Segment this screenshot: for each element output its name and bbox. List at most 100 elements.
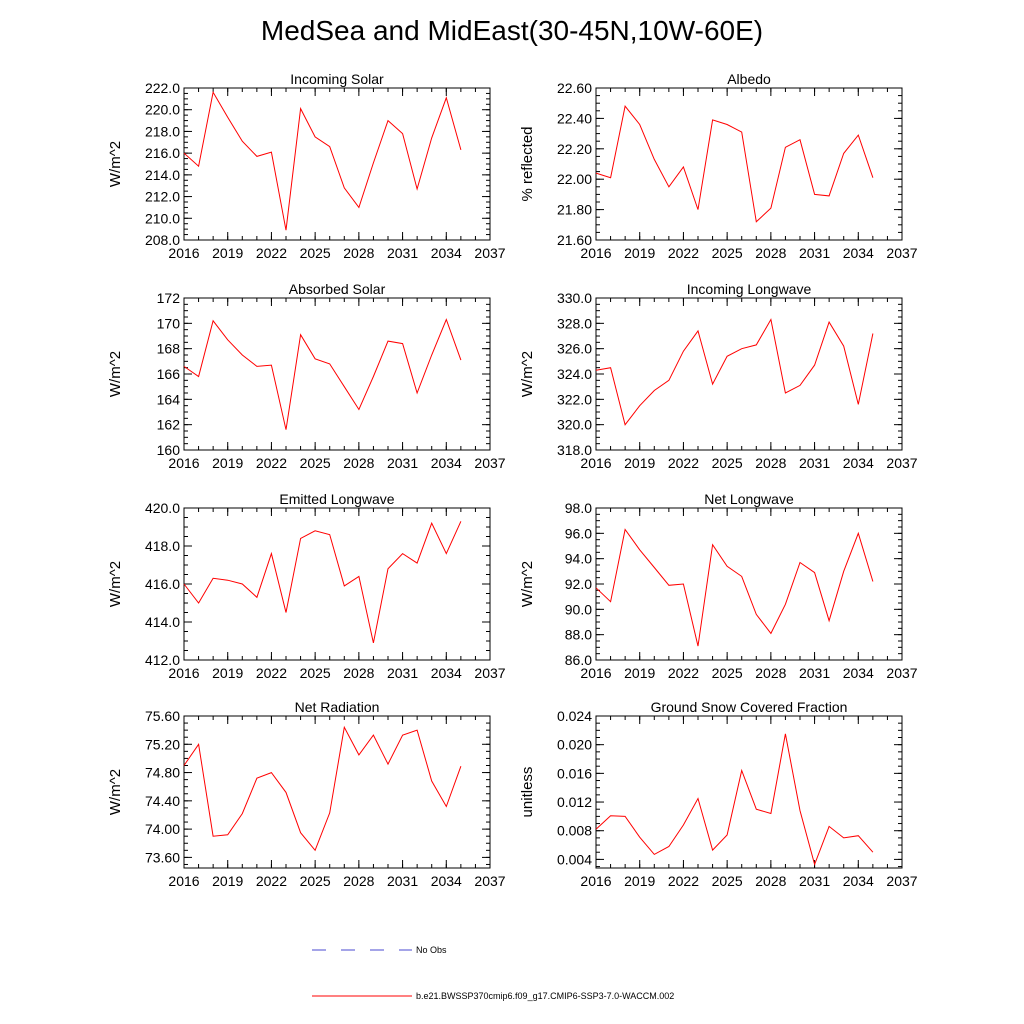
x-tick-label: 2034 [843, 665, 874, 681]
x-tick-label: 2028 [343, 455, 374, 471]
series-line [183, 725, 462, 852]
figure-title: MedSea and MidEast(30-45N,10W-60E) [261, 15, 763, 46]
y-tick-label: 168 [157, 341, 181, 357]
plot-frame [595, 87, 903, 241]
chart-panel-incoming-solar: Incoming Solar 2016 2019 2022 2025 2028 2031 20… [107, 71, 506, 261]
y-tick-label: 74.40 [145, 793, 180, 809]
y-tick-label: 21.60 [557, 232, 592, 248]
x-tick-label: 2019 [624, 873, 655, 889]
x-tick-label: 2031 [799, 873, 830, 889]
y-tick-label: 222.0 [145, 80, 180, 96]
x-tick-label: 2022 [668, 245, 699, 261]
panel-title: Emitted Longwave [279, 491, 394, 507]
x-tick-label: 2025 [712, 665, 743, 681]
y-axis-label: W/m^2 [107, 561, 124, 607]
y-tick-label: 22.00 [557, 171, 592, 187]
plot-frame [183, 507, 491, 661]
y-axis-label: W/m^2 [519, 561, 536, 607]
x-tick-label: 2037 [474, 455, 505, 471]
y-tick-label: 88.0 [565, 627, 592, 643]
y-axis-label: W/m^2 [107, 769, 124, 815]
x-tick-label: 2031 [799, 245, 830, 261]
y-tick-label: 86.0 [565, 652, 592, 668]
y-tick-label: 330.0 [557, 290, 592, 306]
x-tick-label: 2019 [624, 245, 655, 261]
x-tick-label: 2025 [300, 455, 331, 471]
x-tick-label: 2019 [212, 873, 243, 889]
x-tick-label: 2025 [300, 665, 331, 681]
y-tick-label: 216.0 [145, 145, 180, 161]
chart-panel-albedo: Albedo 2016 2019 2022 2025 2028 2031 2034 2037 21… [519, 71, 918, 261]
y-tick-label: 75.20 [145, 736, 180, 752]
panel-title: Albedo [727, 71, 771, 87]
x-tick-label: 2025 [712, 245, 743, 261]
y-tick-label: 90.0 [565, 601, 592, 617]
y-tick-label: 210.0 [145, 210, 180, 226]
x-tick-label: 2037 [474, 873, 505, 889]
y-tick-label: 418.0 [145, 538, 180, 554]
panel-title: Incoming Longwave [687, 281, 812, 297]
x-tick-label: 2016 [168, 455, 199, 471]
x-tick-label: 2016 [168, 245, 199, 261]
x-tick-label: 2016 [580, 245, 611, 261]
y-tick-label: 322.0 [557, 391, 592, 407]
x-tick-label: 2022 [668, 665, 699, 681]
plot-frame [183, 87, 491, 241]
legend-model-label: b.e21.BWSSP370cmip6.f09_g17.CMIP6-SSP3-7… [416, 991, 674, 1001]
y-tick-label: 172 [157, 290, 181, 306]
x-tick-label: 2016 [580, 873, 611, 889]
panel-title: Net Longwave [704, 491, 794, 507]
series-line [183, 521, 462, 644]
series-line [595, 528, 874, 647]
y-tick-label: 420.0 [145, 500, 180, 516]
legend-obs-label: No Obs [416, 945, 447, 955]
y-tick-label: 414.0 [145, 614, 180, 630]
y-tick-label: 73.60 [145, 849, 180, 865]
x-tick-label: 2037 [886, 873, 917, 889]
x-tick-label: 2019 [624, 665, 655, 681]
y-tick-label: 22.40 [557, 110, 592, 126]
chart-panel-absorbed-solar: Absorbed Solar 2016 2019 2022 2025 2028 2031 20… [107, 281, 506, 471]
x-tick-label: 2016 [168, 873, 199, 889]
x-tick-label: 2034 [843, 455, 874, 471]
series-line [595, 733, 874, 867]
x-tick-label: 2019 [212, 665, 243, 681]
x-tick-label: 2031 [387, 245, 418, 261]
x-tick-label: 2022 [256, 665, 287, 681]
x-tick-label: 2019 [212, 245, 243, 261]
x-tick-label: 2022 [256, 245, 287, 261]
x-tick-label: 2028 [343, 245, 374, 261]
y-tick-label: 0.004 [557, 851, 592, 867]
x-tick-label: 2034 [431, 245, 462, 261]
x-tick-label: 2031 [387, 873, 418, 889]
x-tick-label: 2034 [843, 245, 874, 261]
series-line [183, 318, 462, 430]
x-tick-label: 2037 [886, 665, 917, 681]
y-tick-label: 160 [157, 442, 181, 458]
x-tick-label: 2028 [343, 873, 374, 889]
x-tick-label: 2034 [431, 455, 462, 471]
x-tick-label: 2031 [387, 665, 418, 681]
x-tick-label: 2028 [755, 455, 786, 471]
x-tick-label: 2016 [580, 665, 611, 681]
y-tick-label: 218.0 [145, 123, 180, 139]
plot-frame [595, 715, 903, 869]
x-tick-label: 2022 [256, 455, 287, 471]
panel-title: Ground Snow Covered Fraction [651, 699, 848, 715]
y-tick-label: 164 [157, 391, 181, 407]
x-tick-label: 2025 [712, 873, 743, 889]
y-tick-label: 318.0 [557, 442, 592, 458]
y-axis-label: W/m^2 [107, 351, 124, 397]
x-tick-label: 2025 [300, 245, 331, 261]
y-tick-label: 220.0 [145, 102, 180, 118]
y-axis-label: unitless [519, 767, 536, 818]
x-tick-label: 2022 [256, 873, 287, 889]
legend: No Obs b.e21.BWSSP370cmip6.f09_g17.CMIP6… [312, 945, 674, 1001]
y-axis-label: W/m^2 [107, 141, 124, 187]
x-tick-label: 2028 [343, 665, 374, 681]
y-tick-label: 170 [157, 315, 181, 331]
series-line [595, 318, 874, 426]
panels: Incoming Solar 2016 2019 2022 2025 2028 2031 20… [107, 71, 918, 889]
y-tick-label: 92.0 [565, 576, 592, 592]
